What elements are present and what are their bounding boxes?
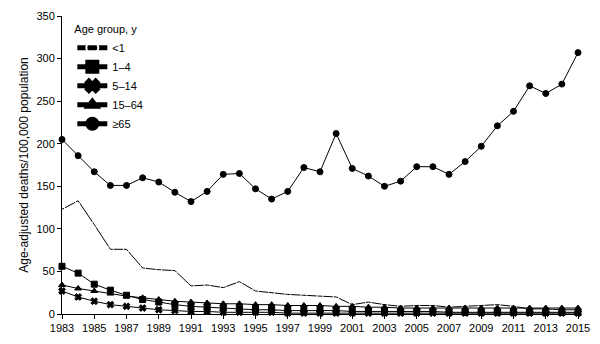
svg-text:200: 200 [36,138,54,150]
svg-text:150: 150 [36,180,54,192]
svg-text:5–14: 5–14 [112,80,136,92]
svg-text:1999: 1999 [308,322,332,334]
svg-text:2015: 2015 [566,322,590,334]
svg-text:1–4: 1–4 [112,61,130,73]
svg-text:50: 50 [43,265,55,277]
svg-text:<1: <1 [112,42,125,54]
svg-text:250: 250 [36,95,54,107]
svg-text:2009: 2009 [469,322,493,334]
svg-text:Age group, y: Age group, y [74,23,137,35]
svg-text:0: 0 [49,308,55,320]
svg-text:1989: 1989 [147,322,171,334]
svg-text:2011: 2011 [502,322,526,334]
svg-text:2001: 2001 [340,322,364,334]
svg-text:2003: 2003 [372,322,396,334]
svg-text:15–64: 15–64 [112,99,143,111]
svg-text:2007: 2007 [437,322,461,334]
svg-text:1985: 1985 [82,322,106,334]
svg-text:1983: 1983 [50,322,74,334]
svg-text:1987: 1987 [114,322,138,334]
svg-text:Age-adjusted deaths/100,000 po: Age-adjusted deaths/100,000 population [17,57,31,273]
svg-text:1997: 1997 [276,322,300,334]
svg-text:100: 100 [36,223,54,235]
svg-text:2005: 2005 [405,322,429,334]
svg-text:300: 300 [36,52,54,64]
svg-text:1991: 1991 [179,322,203,334]
svg-text:1995: 1995 [243,322,267,334]
svg-text:2013: 2013 [534,322,558,334]
svg-text:≥65: ≥65 [112,118,130,130]
svg-text:350: 350 [36,10,54,22]
svg-text:1993: 1993 [211,322,235,334]
